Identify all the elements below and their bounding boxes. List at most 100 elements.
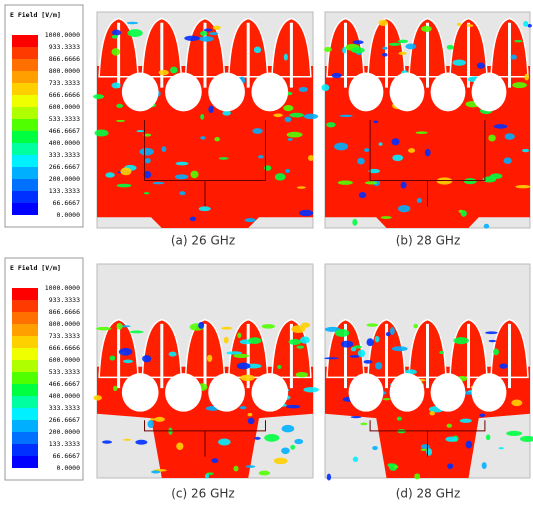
field-blob [364,148,369,152]
legend-label: 600.0000 [49,103,80,111]
field-blob [486,434,490,440]
field-blob [304,114,318,120]
legend-label: 200.0000 [49,175,80,183]
legend-swatch [12,179,38,191]
field-blob [150,418,156,420]
field-plot [324,264,533,481]
legend-label: 866.6666 [49,55,80,63]
field-blob [363,360,372,364]
field-blob [159,70,169,75]
field-blob [170,67,178,74]
field-blob [308,155,314,161]
field-blob [119,348,132,356]
field-blob [382,47,387,50]
field-blob [200,136,205,139]
field-blob [274,458,288,465]
field-blob [365,181,377,184]
field-blob [296,372,308,377]
field-blob [350,355,360,358]
legend-label: 600.0000 [49,356,80,364]
field-blob [397,417,402,421]
field-blob [254,437,261,440]
legend-swatch [12,71,38,83]
field-blob [162,146,167,152]
field-blob [461,210,467,217]
field-blob [211,458,218,463]
field-blob [117,323,123,330]
field-blob [389,43,401,46]
field-blob [144,192,150,194]
caption: (a) 26 GHz [171,234,235,248]
field-blob [169,352,177,357]
field-blob [334,143,348,151]
aperture [390,72,425,111]
field-blob [151,470,160,473]
field-blob [499,447,504,449]
legend-swatch [12,83,38,95]
field-blob [493,349,499,356]
field-blob [392,346,408,351]
field-blob [299,210,313,216]
field-blob [112,48,121,56]
legend-swatch [12,336,38,348]
field-blob [93,94,104,99]
field-blob [204,28,213,31]
legend-swatch [12,348,38,360]
field-blob [147,420,154,428]
field-blob [353,40,364,44]
field-blob [286,405,300,409]
field-blob [303,387,318,392]
field-blob [142,355,151,362]
legend-swatch [12,420,38,432]
aperture [208,373,245,412]
field-blob [190,171,198,179]
field-blob [327,474,331,481]
field-blob [219,157,229,160]
field-blob [112,35,118,39]
legend-label: 200.0000 [49,428,80,436]
field-blob [457,23,461,26]
legend-swatch [12,107,38,119]
field-blob [289,339,302,345]
aperture [431,72,466,111]
legend-label: 266.6667 [49,163,80,171]
field-blob [200,31,207,36]
field-blob [95,129,109,136]
field-blob [324,357,339,359]
field-blob [341,341,353,348]
field-blob [408,148,415,153]
field-blob [350,416,361,418]
field-blob [112,30,121,36]
field-plot [93,12,318,228]
field-blob [482,462,487,469]
field-blob [417,198,422,203]
legend-label: 266.6667 [49,416,80,424]
legend-swatch [12,191,38,203]
field-blob [294,439,303,444]
field-blob [421,444,430,449]
field-blob [123,439,131,441]
field-blob [102,440,112,443]
field-blob [512,82,527,88]
legend-swatch [12,396,38,408]
field-blob [392,155,403,162]
legend-swatch [12,203,38,215]
field-blob [248,418,255,425]
field-blob [209,32,219,35]
legend-label: 400.0000 [49,392,80,400]
field-blob [190,217,196,222]
field-blob [386,332,391,336]
field-blob [324,47,332,52]
legend-label: 466.6667 [49,127,80,135]
field-blob [284,54,288,61]
aperture [349,373,384,412]
field-blob [117,184,132,188]
legend-label: 1000.0000 [45,284,80,292]
field-blob [262,324,275,328]
field-blob [503,157,511,163]
field-blob [464,178,477,184]
legend-swatch [12,444,38,456]
field-blob [285,117,292,123]
legend-swatch [12,119,38,131]
field-blob [288,138,293,141]
